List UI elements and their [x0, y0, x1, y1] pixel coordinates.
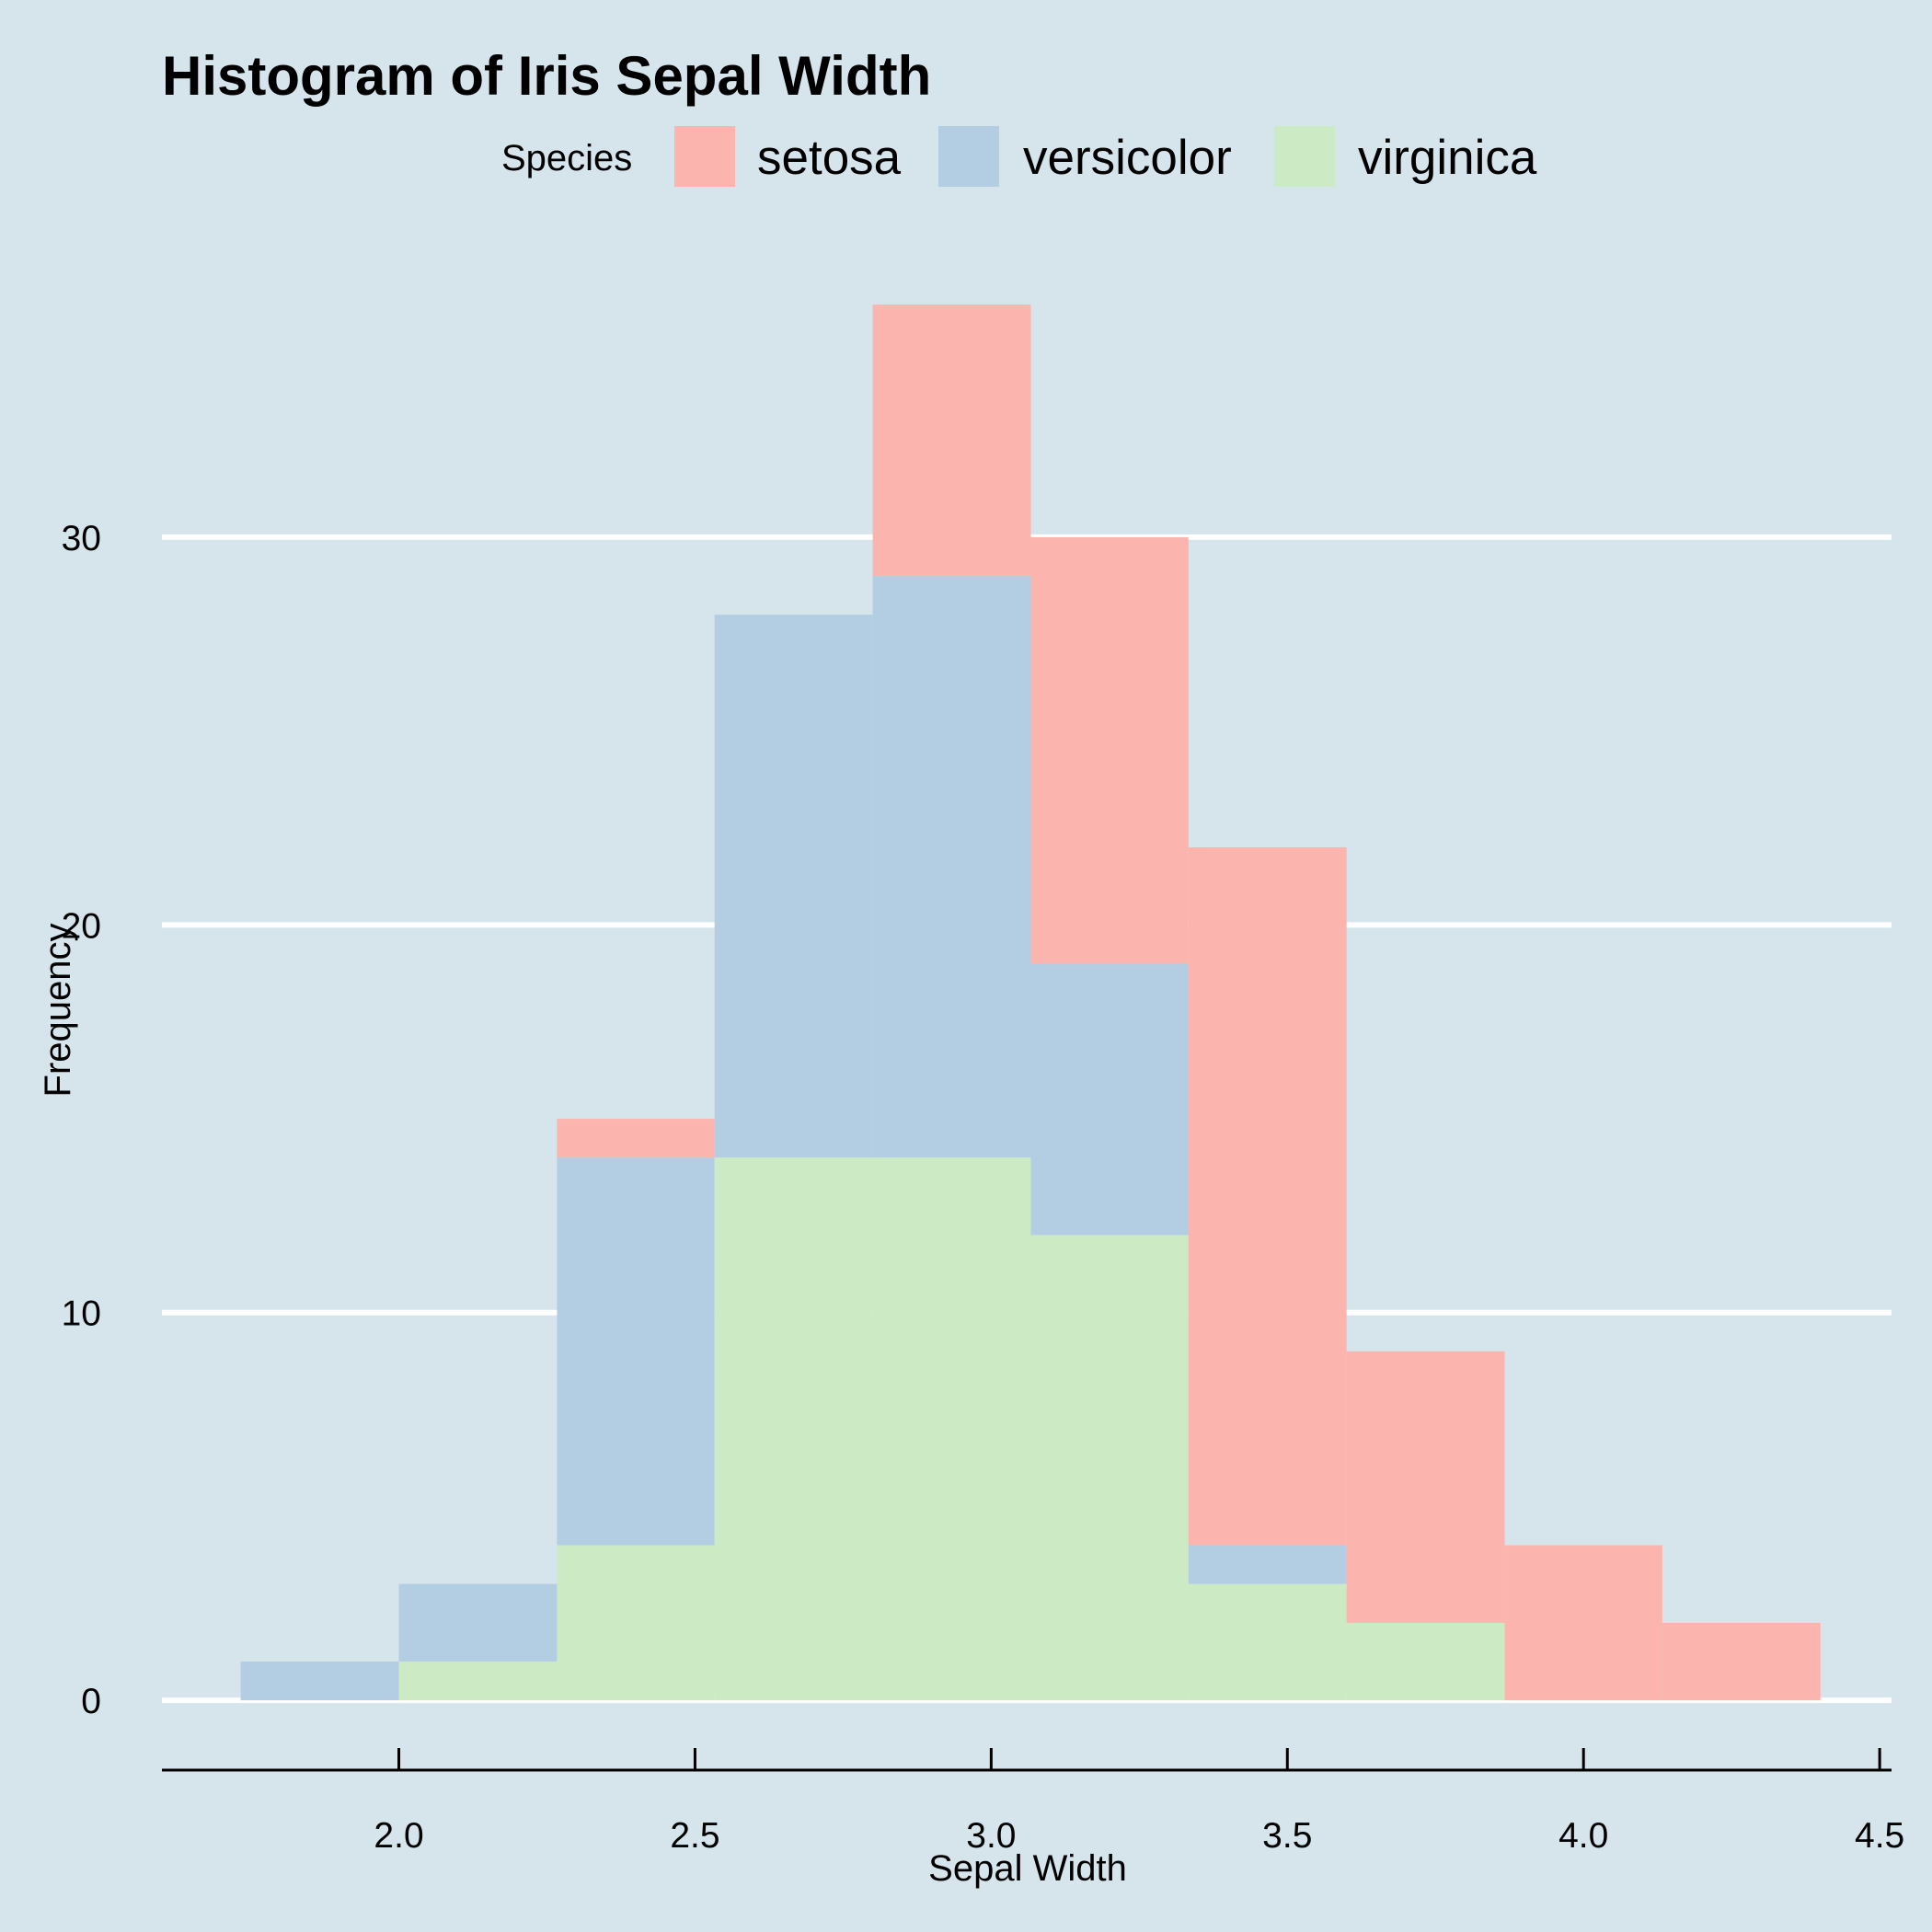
legend-label-setosa: setosa — [757, 131, 902, 185]
y-tick-label-30: 30 — [62, 519, 101, 558]
legend-title: Species — [501, 138, 632, 178]
y-tick-labels: 0 10 20 30 — [62, 519, 101, 1721]
bar-setosa-bin-3 — [557, 1119, 715, 1158]
bar-setosa-bin-5 — [872, 305, 1031, 577]
x-tick-label-2.0: 2.0 — [374, 1816, 423, 1856]
x-tick-label-4.5: 4.5 — [1855, 1816, 1904, 1856]
y-tick-label-0: 0 — [81, 1682, 101, 1721]
bar-versicolor-bin-6 — [1030, 963, 1189, 1236]
bar-setosa-bin-9 — [1504, 1545, 1662, 1701]
x-axis-title: Sepal Width — [928, 1848, 1127, 1889]
bar-versicolor-bin-5 — [872, 576, 1031, 1158]
y-tick-label-10: 10 — [62, 1294, 101, 1334]
bar-virginica-bin-7 — [1188, 1583, 1347, 1701]
bar-versicolor-bin-4 — [714, 615, 873, 1158]
legend-label-virginica: virginica — [1358, 131, 1537, 185]
bar-setosa-bin-6 — [1030, 536, 1189, 964]
bar-virginica-bin-8 — [1346, 1622, 1505, 1701]
legend-swatch-versicolor — [938, 126, 999, 187]
bar-virginica-bin-6 — [1030, 1235, 1189, 1701]
bar-versicolor-bin-3 — [557, 1157, 715, 1546]
legend-swatch-setosa — [674, 126, 735, 187]
legend-label-versicolor: versicolor — [1023, 131, 1232, 185]
bar-versicolor-bin-1 — [240, 1662, 399, 1701]
bar-virginica-bin-5 — [872, 1157, 1031, 1701]
x-tick-label-3.0: 3.0 — [966, 1816, 1016, 1856]
bar-versicolor-bin-2 — [398, 1583, 558, 1662]
legend: Species setosa versicolor virginica — [501, 126, 1537, 187]
bar-setosa-bin-10 — [1662, 1622, 1821, 1701]
bar-versicolor-bin-7 — [1188, 1545, 1347, 1584]
bar-virginica-bin-4 — [714, 1157, 873, 1701]
bar-virginica-bin-2 — [398, 1662, 558, 1701]
y-axis-title: Frequency — [38, 924, 78, 1098]
bar-setosa-bin-7 — [1188, 847, 1347, 1546]
x-tick-label-4.0: 4.0 — [1558, 1816, 1608, 1856]
bars — [240, 305, 1821, 1701]
y-tick-label-20: 20 — [62, 906, 101, 946]
legend-swatch-virginica — [1274, 126, 1335, 187]
bar-setosa-bin-8 — [1346, 1351, 1505, 1623]
x-tick-label-2.5: 2.5 — [670, 1816, 719, 1856]
chart-title: Histogram of Iris Sepal Width — [162, 45, 931, 107]
x-tick-label-3.5: 3.5 — [1262, 1816, 1312, 1856]
bar-virginica-bin-3 — [557, 1545, 715, 1701]
x-axis: 2.0 2.5 3.0 3.5 4.0 4.5 — [162, 1748, 1904, 1856]
